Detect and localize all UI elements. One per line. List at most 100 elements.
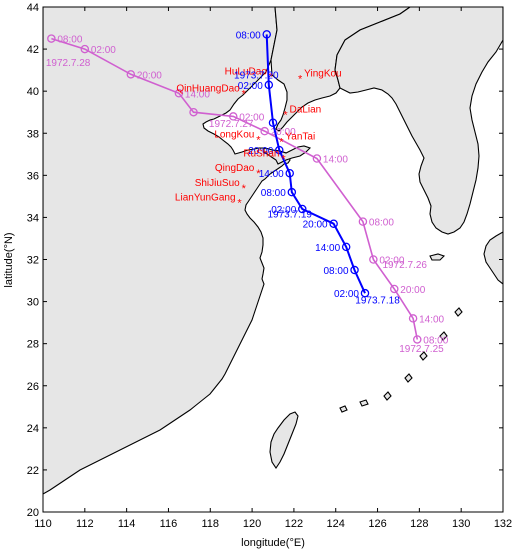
track-1973-time-label: 14:00 (315, 243, 340, 254)
x-tick-label: 120 (243, 518, 261, 530)
korean-peninsula (334, 7, 503, 235)
track-1972-time-label: 20:00 (271, 127, 296, 138)
track-1972-point (189, 107, 198, 117)
x-tick-label: 128 (410, 518, 428, 530)
y-tick-label: 30 (27, 297, 39, 309)
track-1973-point (341, 242, 351, 252)
date-label: 1973.7.20 (234, 71, 279, 82)
x-axis-label: longitude(°E) (241, 537, 305, 549)
track-1972-time-label: 08:00 (423, 335, 448, 346)
date-label: 1972.7.28 (46, 58, 91, 69)
station-marker: * (237, 198, 242, 210)
station-label: DaLian (290, 104, 322, 115)
x-tick-label: 112 (76, 518, 94, 530)
track-1972-time-label: 02:00 (379, 256, 404, 267)
y-tick-label: 28 (27, 339, 39, 351)
track-1973-point (262, 30, 271, 39)
track-1972-point (174, 89, 184, 98)
date-label: 1972.7.27 (209, 119, 254, 130)
track-1973-time-label: 20:00 (303, 220, 328, 231)
track-1972-time-label: 14:00 (185, 89, 210, 100)
track-1973-point (329, 219, 338, 228)
track-1973-point (275, 145, 284, 155)
track-1973-point (264, 80, 274, 90)
station-marker: * (279, 137, 284, 149)
date-label: 1972.7.26 (382, 260, 427, 271)
track-1973-point (360, 288, 370, 298)
track-1973-point (285, 168, 294, 178)
ryukyu-3 (439, 331, 448, 341)
track-1972-time-label: 20:00 (137, 70, 162, 81)
track-1973-time-label: 14:00 (259, 169, 284, 180)
track-1973-time-label: 20:00 (248, 146, 273, 157)
track-1972-time-label: 08:00 (369, 218, 394, 229)
y-tick-label: 24 (27, 423, 39, 435)
track-1973-time-label: 02:00 (271, 205, 296, 216)
track-1972-time-label: 08:00 (57, 35, 82, 46)
station-label: LongKou (214, 130, 254, 141)
y-tick-label: 42 (27, 44, 39, 56)
track-1972-point (312, 154, 322, 163)
station-marker: * (242, 183, 247, 195)
mainland-china (43, 7, 291, 495)
track-1973-time-label: 02:00 (238, 81, 263, 92)
x-tick-label: 124 (327, 518, 345, 530)
track-1973-point (268, 118, 278, 127)
x-tick-label: 132 (494, 518, 512, 530)
track-1972-point (408, 314, 418, 323)
land-layer (43, 7, 503, 495)
date-label: 1973.7.19 (267, 209, 312, 220)
x-tick-label: 130 (452, 518, 470, 530)
track-1972-point (47, 34, 56, 43)
x-ticks: 110 112 114 116 118 120 122 124 126 128 130 132 (34, 7, 512, 530)
station-label: QinHuangDao (176, 83, 240, 94)
track-1972-point (413, 335, 422, 344)
station-label: RuShan (243, 149, 279, 160)
x-tick-label: 126 (368, 518, 386, 530)
track-1973-point (287, 187, 297, 197)
x-tick-label: 118 (201, 518, 219, 530)
station-marker: * (256, 168, 261, 180)
x-tick-label: 116 (160, 518, 178, 530)
date-label: 1972.7.25 (399, 344, 444, 355)
station-marker: * (298, 74, 303, 86)
track-1972-point (390, 284, 399, 294)
track-1973-point (350, 265, 359, 275)
ryukyu-7 (383, 391, 392, 401)
y-tick-label: 26 (27, 381, 39, 393)
y-tick-label: 34 (27, 212, 39, 224)
track-1972-time-label: 20:00 (400, 285, 425, 296)
track-1973-line (265, 34, 366, 294)
track-1973-time-label: 08:00 (324, 266, 349, 277)
track-1972-point (229, 112, 238, 121)
y-axis-label: latitude(°N) (3, 232, 15, 287)
tracks: 08:00 14:00 20:00 02:00 08:00 14:00 20:00 02:00… (47, 30, 449, 346)
station-label: ShiJiuSuo (195, 178, 240, 189)
ryukyu-5 (359, 399, 369, 407)
station-marker: * (256, 135, 261, 147)
y-tick-label: 38 (27, 128, 39, 140)
track-1972-point (358, 217, 368, 226)
kyushu (483, 231, 503, 285)
station-marker: * (281, 154, 286, 166)
x-tick-label: 110 (34, 518, 52, 530)
jeju-island (429, 253, 446, 261)
y-tick-label: 22 (27, 465, 39, 477)
station-marker: * (242, 88, 247, 100)
station-marker: * (283, 109, 288, 121)
x-tick-label: 122 (285, 518, 303, 530)
track-1973-time-label: 02:00 (334, 289, 359, 300)
track-1972-time-label: 02:00 (91, 45, 116, 56)
track-1973-time-label: 08:00 (236, 30, 261, 41)
track-1972-time-label: 02:00 (239, 112, 264, 123)
ryukyu-1 (404, 373, 413, 383)
track-1972-time-label: 14:00 (419, 314, 444, 325)
station-label: YingKou (304, 69, 341, 80)
taiwan (269, 411, 299, 469)
y-tick-label: 44 (27, 2, 39, 14)
ryukyu-2 (419, 351, 428, 361)
track-1973-point (298, 204, 307, 214)
y-ticks: 20 22 24 26 28 30 32 34 36 38 40 42 44 (27, 2, 503, 519)
y-tick-label: 36 (27, 170, 39, 182)
track-1972-point (369, 255, 378, 264)
